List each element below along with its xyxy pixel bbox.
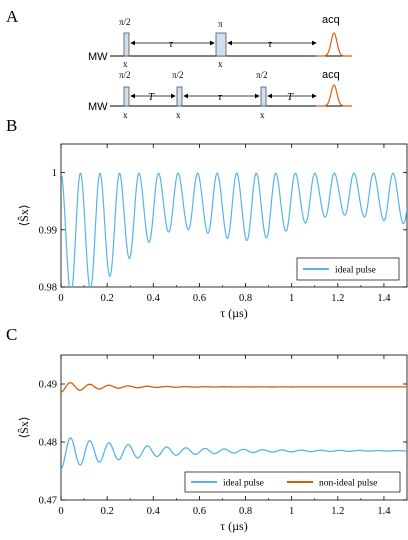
chart-c: 0 0.2 0.4 0.6 0.8 1 1.2 1.4 0.47 0.48 0.49 τ (µs) ⟨Ŝ…: [17, 354, 408, 533]
plot-frame: [60, 354, 408, 501]
pulse-pi-half: [176, 86, 183, 107]
delay-label: τ: [218, 91, 223, 103]
chart-b: 0 0.2 0.4 0.6 0.8 1 1.2 1.4 0.98 0.99 1 τ (µs) ⟨Ŝx⟩ i…: [17, 143, 408, 320]
delay-label: τ: [268, 38, 273, 50]
x-tick-label: 1.2: [331, 293, 344, 304]
delay-label: T: [148, 91, 155, 103]
legend-entry: non-ideal pulse: [319, 479, 377, 489]
pulse-phase: x: [260, 110, 265, 120]
y-tick-label: 0.48: [39, 438, 57, 449]
x-tick-label: 1: [289, 506, 294, 517]
pulse-phase: x: [176, 110, 181, 120]
pulse-pi: [215, 32, 227, 57]
legend-entry: ideal pulse: [335, 266, 376, 276]
y-tick-label: 0.47: [39, 496, 57, 507]
mw-channel-label: MW: [88, 101, 108, 113]
x-tick-label: 0.8: [239, 293, 252, 304]
x-axis-label: τ (µs): [220, 306, 247, 320]
delay-label: τ: [169, 38, 174, 50]
x-tick-label: 0.8: [239, 506, 252, 517]
pulse-sequence-row-1: MW π/2 x π x τ τ acq: [88, 14, 352, 69]
delay-label: T: [287, 91, 294, 103]
acq-label: acq: [322, 14, 340, 26]
pulse-sequence-row-2: MW π/2 x π/2 x π/2 x T τ T acq: [88, 69, 352, 120]
x-tick-label: 0.4: [147, 506, 161, 517]
pulse-phase: x: [218, 59, 223, 69]
series-line-non-ideal-pulse: [61, 382, 407, 393]
pulse-label: π/2: [256, 70, 268, 80]
panel-letter-a: A: [6, 7, 19, 26]
x-tick-label: 0.2: [101, 293, 114, 304]
plot-frame: [60, 143, 408, 288]
series-line-ideal-pulse: [61, 172, 407, 287]
acq-label: acq: [322, 69, 340, 81]
y-tick-label: 1: [52, 168, 57, 179]
pulse-phase: x: [123, 110, 128, 120]
y-tick-label: 0.99: [39, 225, 57, 236]
pulse-label: π/2: [119, 70, 131, 80]
x-tick-label: 1.4: [377, 506, 391, 517]
legend-entry: ideal pulse: [223, 479, 264, 489]
x-tick-label: 1.2: [331, 506, 344, 517]
x-tick-label: 0.6: [193, 506, 206, 517]
pulse-pi-half: [260, 86, 267, 107]
pulse-label: π: [218, 19, 223, 29]
pulse-label: π/2: [119, 17, 131, 27]
acquisition-echo: [316, 84, 352, 107]
x-tick-label: 0.4: [147, 293, 161, 304]
x-tick-label: 0.2: [101, 506, 114, 517]
y-tick-label: 0.98: [39, 283, 57, 294]
x-tick-label: 1: [289, 293, 294, 304]
legend-box: [296, 257, 400, 281]
pulse-pi-half: [123, 86, 130, 107]
pulse-phase: x: [123, 59, 128, 69]
x-tick-label: 0.6: [193, 293, 206, 304]
y-axis-label: ⟨Ŝx⟩: [17, 204, 31, 226]
pulse-label: π/2: [172, 70, 184, 80]
mw-channel-label: MW: [88, 51, 108, 63]
x-axis-label: τ (µs): [220, 519, 247, 533]
x-tick-label: 0: [58, 506, 63, 517]
acquisition-echo: [316, 32, 352, 57]
panel-letter-b: B: [6, 116, 17, 135]
y-axis-label: ⟨Ŝx⟩: [17, 416, 31, 438]
pulse-pi-half: [123, 32, 130, 57]
y-tick-label: 0.49: [39, 380, 57, 391]
panel-letter-c: C: [6, 325, 17, 344]
x-tick-label: 1.4: [377, 293, 391, 304]
series-line-ideal-pulse: [61, 437, 407, 470]
x-tick-label: 0: [58, 293, 63, 304]
